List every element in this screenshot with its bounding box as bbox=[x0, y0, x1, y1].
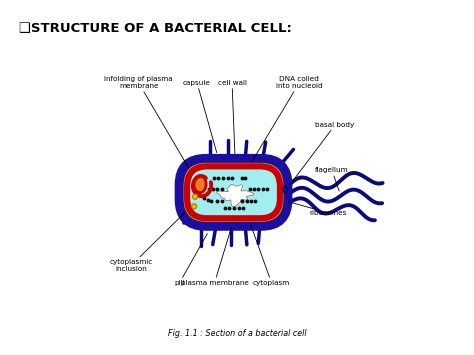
FancyBboxPatch shape bbox=[187, 166, 280, 218]
FancyBboxPatch shape bbox=[183, 163, 283, 222]
Text: cytoplasmic
inclusion: cytoplasmic inclusion bbox=[110, 206, 192, 272]
Ellipse shape bbox=[194, 176, 206, 193]
Ellipse shape bbox=[283, 186, 287, 193]
Text: cell wall: cell wall bbox=[218, 80, 246, 154]
Text: basal body: basal body bbox=[290, 122, 355, 185]
Text: ❑STRUCTURE OF A BACTERIAL CELL:: ❑STRUCTURE OF A BACTERIAL CELL: bbox=[19, 22, 292, 36]
Text: pili: pili bbox=[174, 234, 207, 286]
Ellipse shape bbox=[191, 204, 197, 209]
Text: infolding of plasma
membrane: infolding of plasma membrane bbox=[104, 76, 192, 174]
Polygon shape bbox=[217, 184, 254, 207]
Text: DNA coiled
into nucleoid: DNA coiled into nucleoid bbox=[242, 76, 322, 178]
FancyBboxPatch shape bbox=[191, 170, 276, 215]
Text: capsule: capsule bbox=[183, 80, 217, 153]
Text: plasma membrane: plasma membrane bbox=[181, 228, 248, 286]
Text: ribosomes: ribosomes bbox=[289, 202, 347, 216]
FancyBboxPatch shape bbox=[180, 159, 288, 226]
Text: Fig. 1.1 : Section of a bacterial cell: Fig. 1.1 : Section of a bacterial cell bbox=[168, 329, 306, 338]
Ellipse shape bbox=[192, 194, 198, 199]
Text: flagellum: flagellum bbox=[315, 168, 349, 191]
Text: cytoplasm: cytoplasm bbox=[251, 224, 290, 286]
